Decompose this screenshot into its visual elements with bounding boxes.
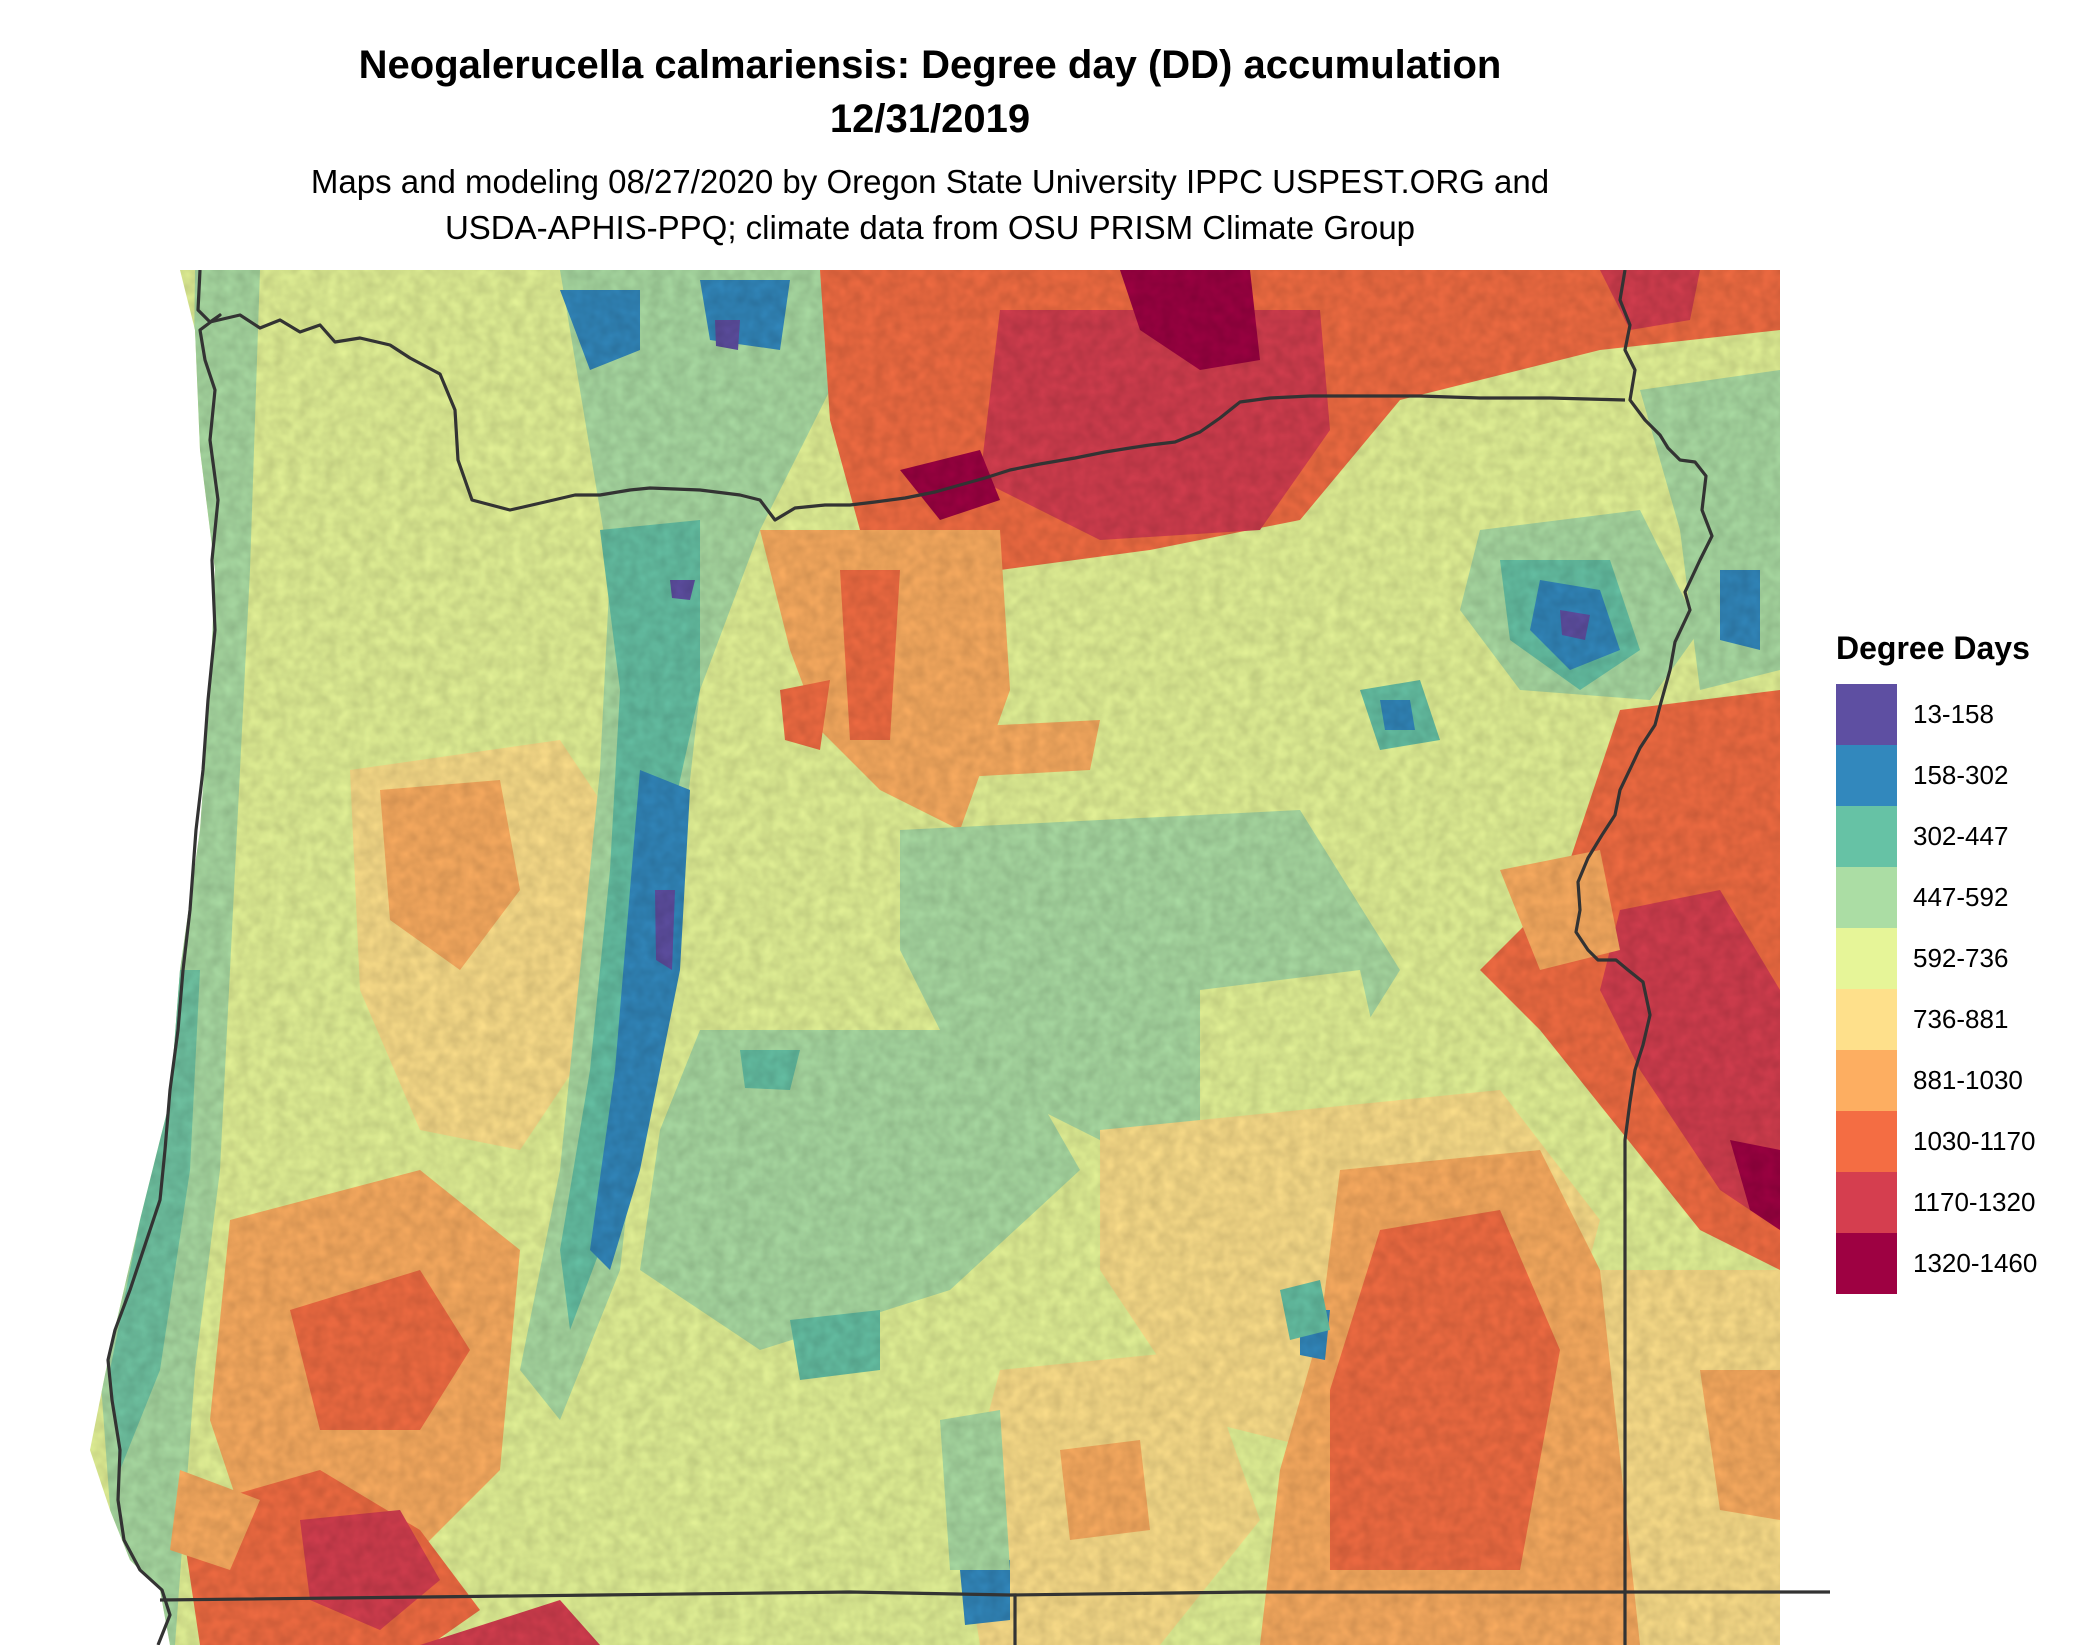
legend-label: 158-302 bbox=[1913, 760, 2009, 790]
legend-label: 447-592 bbox=[1913, 882, 2009, 912]
legend-item: 736-881 bbox=[1836, 989, 2086, 1050]
legend-label: 302-447 bbox=[1913, 821, 2009, 851]
legend-swatch bbox=[1836, 989, 1897, 1050]
legend-item: 158-302 bbox=[1836, 745, 2086, 806]
legend-item: 592-736 bbox=[1836, 928, 2086, 989]
legend-item: 881-1030 bbox=[1836, 1050, 2086, 1111]
legend-swatch bbox=[1836, 867, 1897, 928]
legend-item: 302-447 bbox=[1836, 806, 2086, 867]
legend-label: 736-881 bbox=[1913, 1004, 2009, 1034]
legend-swatch bbox=[1836, 745, 1897, 806]
legend-label: 881-1030 bbox=[1913, 1065, 2023, 1095]
legend-label: 1030-1170 bbox=[1913, 1126, 2036, 1156]
legend-item: 1320-1460 bbox=[1836, 1233, 2086, 1294]
legend-label: 592-736 bbox=[1913, 943, 2009, 973]
legend-swatch bbox=[1836, 1050, 1897, 1111]
legend-label: 1170-1320 bbox=[1913, 1187, 2036, 1217]
legend-title: Degree Days bbox=[1836, 630, 2030, 666]
legend-item: 13-158 bbox=[1836, 684, 2086, 745]
legend-swatch bbox=[1836, 1111, 1897, 1172]
legend-label: 13-158 bbox=[1913, 699, 1994, 729]
legend-swatch bbox=[1836, 806, 1897, 867]
legend-item: 1030-1170 bbox=[1836, 1111, 2086, 1172]
legend-item: 447-592 bbox=[1836, 867, 2086, 928]
legend-swatch bbox=[1836, 1233, 1897, 1294]
legend-item: 1170-1320 bbox=[1836, 1172, 2086, 1233]
legend-items: 13-158 158-302 302-447 447-592 592-736 736-88… bbox=[1836, 684, 2086, 1294]
state-boundaries bbox=[106, 270, 1830, 1645]
map-credit-line-1: Maps and modeling 08/27/2020 by Oregon S… bbox=[310, 163, 1550, 200]
map-legend: Degree Days 13-158 158-302 302-447 447-592 5… bbox=[1836, 628, 2086, 1294]
map-date: 12/31/2019 bbox=[829, 97, 1031, 141]
legend-label: 1320-1460 bbox=[1913, 1248, 2038, 1278]
legend-swatch bbox=[1836, 928, 1897, 989]
map-credit-line-2: USDA-APHIS-PPQ; climate data from OSU PR… bbox=[444, 209, 1416, 246]
degree-day-map bbox=[0, 270, 1830, 1645]
map-title: Neogalerucella calmariensis: Degree day … bbox=[358, 43, 1502, 87]
legend-swatch bbox=[1836, 1172, 1897, 1233]
degree-day-raster bbox=[90, 270, 1780, 1645]
legend-swatch bbox=[1836, 684, 1897, 745]
